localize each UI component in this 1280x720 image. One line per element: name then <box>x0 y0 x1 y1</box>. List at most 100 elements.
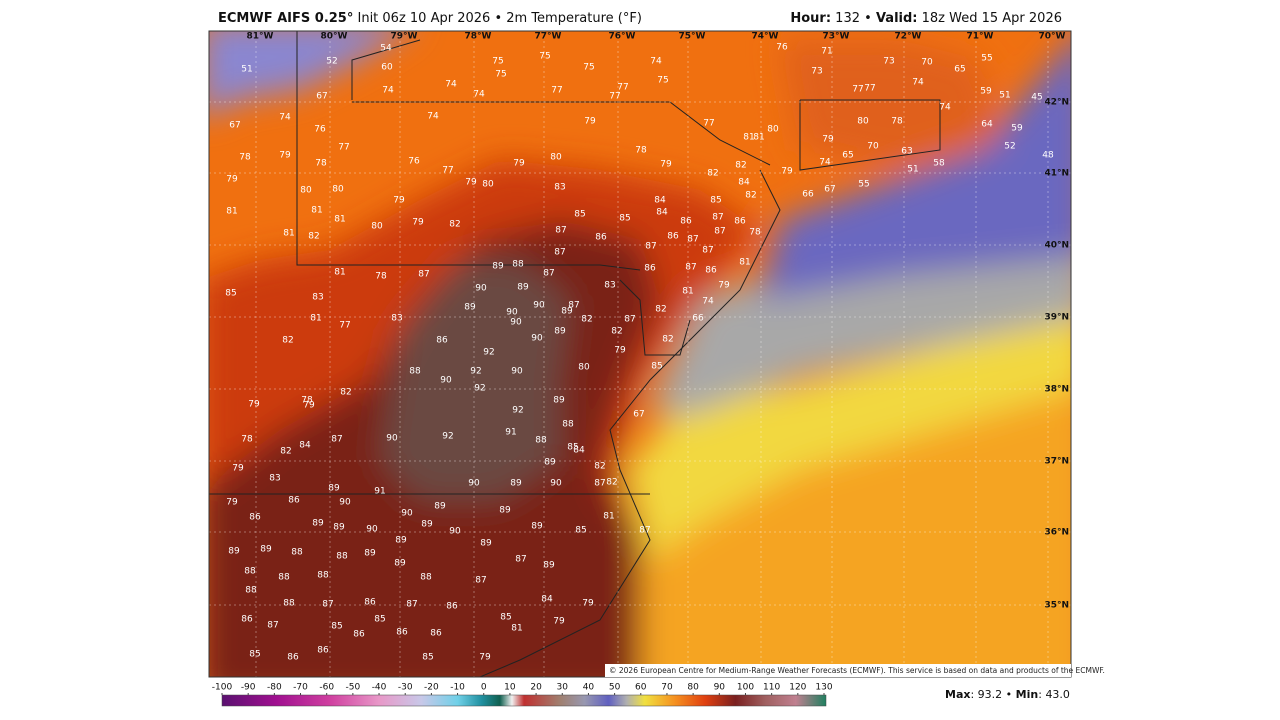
temperature-label: 70 <box>921 58 933 68</box>
lon-label: 81°W <box>247 32 274 42</box>
temperature-label: 86 <box>249 513 261 523</box>
temperature-label: 76 <box>776 43 788 53</box>
temperature-label: 90 <box>475 284 487 294</box>
temperature-label: 75 <box>583 63 594 73</box>
temperature-label: 89 <box>328 484 340 494</box>
temperature-label: 89 <box>394 559 406 569</box>
temperature-label: 88 <box>535 436 547 446</box>
colorbar-tick-label: -50 <box>346 683 361 693</box>
temperature-label: 87 <box>475 576 486 586</box>
temperature-label: 79 <box>660 160 672 170</box>
lat-label: 37°N <box>1044 457 1069 467</box>
temperature-label: 77 <box>617 83 628 93</box>
lon-label: 77°W <box>535 32 562 42</box>
temperature-label: 79 <box>584 117 596 127</box>
temperature-label: 84 <box>656 208 668 218</box>
temperature-label: 86 <box>644 264 656 274</box>
credit-box <box>605 664 1071 677</box>
temperature-label: 86 <box>287 653 299 663</box>
temperature-label: 78 <box>315 159 327 169</box>
colorbar-tick-label: 80 <box>687 683 699 693</box>
colorbar <box>221 694 827 707</box>
temperature-label: 90 <box>506 308 518 318</box>
temperature-label: 87 <box>645 242 656 252</box>
temperature-label: 80 <box>332 185 344 195</box>
temperature-label: 76 <box>314 125 326 135</box>
temperature-label: 89 <box>421 520 433 530</box>
temperature-label: 86 <box>446 602 458 612</box>
colorbar-tick-label: 20 <box>530 683 542 693</box>
temperature-label: 89 <box>531 522 543 532</box>
boundaries <box>209 31 941 677</box>
temperature-label: 85 <box>225 289 236 299</box>
temperature-label: 82 <box>655 305 666 315</box>
temperature-label: 86 <box>364 598 376 608</box>
temperature-label: 86 <box>667 232 679 242</box>
temperature-label: 79 <box>279 151 291 161</box>
temperature-label: 76 <box>408 157 420 167</box>
temperature-label: 78 <box>241 435 253 445</box>
temperature-label: 81 <box>283 229 294 239</box>
temperature-label: 87 <box>639 526 650 536</box>
lon-label: 76°W <box>609 32 636 42</box>
temperature-label: 83 <box>312 293 323 303</box>
model-title: ECMWF AIFS 0.25° <box>218 11 354 26</box>
temperature-label: 89 <box>554 327 566 337</box>
temperature-label: 92 <box>512 406 523 416</box>
temperature-label: 74 <box>445 80 457 90</box>
temperature-label: 80 <box>578 363 590 373</box>
temperature-label: 78 <box>239 153 251 163</box>
temperature-label: 74 <box>819 158 831 168</box>
temperature-label: 88 <box>562 420 574 430</box>
lon-label: 74°W <box>752 32 779 42</box>
temperature-label: 92 <box>470 367 481 377</box>
temperature-label: 89 <box>312 519 324 529</box>
temperature-label: 71 <box>821 47 832 57</box>
temperature-label: 84 <box>541 595 553 605</box>
temperature-label: 88 <box>512 260 524 270</box>
temperature-label: 86 <box>595 233 607 243</box>
lat-label: 36°N <box>1044 528 1069 538</box>
temperature-label: 79 <box>412 218 424 228</box>
temperature-label: 79 <box>553 617 565 627</box>
temperature-label: 65 <box>954 65 965 75</box>
temperature-label: 65 <box>842 151 853 161</box>
temperature-label: 79 <box>465 178 477 188</box>
temperature-label: 77 <box>852 85 863 95</box>
temperature-label: 80 <box>857 117 869 127</box>
temperature-label: 82 <box>581 315 592 325</box>
temperature-label: 81 <box>334 268 345 278</box>
temperature-label: 79 <box>393 196 405 206</box>
temperature-label: 85 <box>574 210 585 220</box>
colorbar-tick-label: -70 <box>293 683 308 693</box>
temperature-label: 74 <box>702 297 714 307</box>
colorbar-tick-label: 0 <box>481 683 487 693</box>
temperature-label: 80 <box>767 125 779 135</box>
temperature-label: 87 <box>594 479 605 489</box>
temperature-label: 84 <box>573 446 585 456</box>
temperature-label: 78 <box>891 117 903 127</box>
temperature-label: 87 <box>568 301 579 311</box>
temperature-label: 87 <box>331 435 342 445</box>
header-right: Hour: 132 • Valid: 18z Wed 15 Apr 2026 <box>790 11 1062 26</box>
temperature-label: 89 <box>395 536 407 546</box>
hour-label: Hour: <box>790 11 832 26</box>
temperature-label: 77 <box>703 119 714 129</box>
temperature-label: 45 <box>1031 93 1042 103</box>
temperature-label: 82 <box>735 161 746 171</box>
temperature-label: 85 <box>651 362 662 372</box>
colorbar-tick-label: -10 <box>450 683 465 693</box>
min-label: Min <box>1015 688 1039 701</box>
temperature-label: 67 <box>229 121 240 131</box>
temperature-label: 88 <box>291 548 303 558</box>
temperature-label: 85 <box>422 653 433 663</box>
temperature-label: 88 <box>420 573 432 583</box>
temperature-label: 83 <box>391 314 402 324</box>
temperature-label: 87 <box>555 226 566 236</box>
separator: • <box>864 11 872 26</box>
temperature-label: 79 <box>822 135 834 145</box>
graticule <box>209 31 1071 677</box>
temperature-label: 81 <box>682 287 693 297</box>
temperature-label: 86 <box>396 628 408 638</box>
temperature-label: 90 <box>401 509 413 519</box>
